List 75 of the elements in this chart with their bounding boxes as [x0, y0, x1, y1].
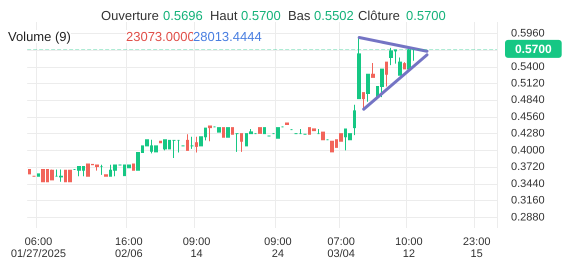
- y-tick-label: 0.2880: [511, 211, 545, 224]
- annotation: 0.5502: [314, 8, 354, 23]
- candlestick: [235, 133, 239, 152]
- y-tick-label: 0.4560: [511, 110, 545, 123]
- candlestick: [37, 173, 40, 177]
- candlestick: [353, 104, 356, 136]
- candlestick: [312, 128, 316, 132]
- y-tick-label: 0.5960: [511, 27, 545, 40]
- x-tick-label: 23:00 15: [462, 236, 490, 260]
- candlestick: [366, 74, 370, 102]
- x-tick-label: 10:00 12: [395, 236, 423, 260]
- y-tick-label: 0.5120: [511, 78, 545, 90]
- candlestick: [385, 62, 388, 87]
- y-tick-label: 0.5400: [511, 60, 545, 73]
- y-tick-label: 0.4280: [511, 128, 545, 140]
- candlestick: [389, 47, 393, 66]
- annotation: Ouverture: [101, 8, 159, 23]
- candlestick: [362, 92, 365, 110]
- candlestick: [263, 127, 266, 134]
- candlestick: [412, 48, 415, 62]
- candlestick: [208, 126, 212, 142]
- annotation: 0.5700: [241, 8, 281, 23]
- annotation: 0.5700: [406, 8, 446, 23]
- y-tick-label: 0.3440: [511, 178, 545, 190]
- candlestick: [380, 68, 384, 98]
- x-tick-label: 06:00 01/27/2025: [10, 236, 66, 260]
- candlestick: [86, 164, 90, 177]
- candlestick: [50, 169, 54, 180]
- candlestick: [226, 127, 230, 138]
- candlestick: [104, 174, 108, 177]
- candlestick: [403, 62, 406, 70]
- candlestick: [100, 164, 103, 176]
- y-tick-label: 0.3160: [511, 194, 545, 207]
- candlestick: [190, 136, 194, 150]
- candlestick: [77, 166, 81, 177]
- candlestick: [41, 169, 45, 182]
- candlestick: [195, 136, 198, 154]
- annotation: 0.5696: [163, 8, 203, 23]
- x-tick-label: 16:00 02/06: [115, 236, 143, 260]
- candlestick: [321, 132, 325, 140]
- candlestick: [217, 127, 221, 133]
- annotation: 28013.4444: [193, 29, 262, 44]
- candlestick: [231, 127, 234, 135]
- candlestick: [95, 164, 99, 172]
- candlestick: [132, 164, 135, 171]
- y-tick-label: 0.4840: [511, 94, 545, 106]
- candlestick: [276, 127, 280, 139]
- candlestick: [285, 122, 289, 126]
- candlestick: [172, 140, 176, 158]
- candlestick: [398, 57, 402, 76]
- candlestick: [330, 140, 334, 152]
- candlestick: [186, 134, 189, 151]
- candlestick: [258, 127, 262, 134]
- candlestick: [357, 37, 361, 100]
- x-tick-label: 07:00 03/04: [327, 236, 355, 260]
- candlestick: [222, 127, 225, 138]
- annotation: 23073.0000: [126, 29, 195, 44]
- annotation: Haut: [210, 8, 238, 23]
- candlestick: [28, 169, 31, 174]
- ref-line-label: 0.5700: [515, 42, 552, 56]
- annotation: Volume (9): [8, 29, 71, 44]
- candlestick: [163, 139, 167, 151]
- annotation: Clôture: [358, 8, 400, 23]
- candlestick: [159, 140, 162, 144]
- candlestick: [407, 48, 411, 70]
- candlestick: [240, 133, 243, 152]
- candlestick: [371, 62, 375, 78]
- candlestick: [177, 140, 180, 154]
- x-tick-label: 09:00 24: [264, 236, 292, 260]
- candlestick: [68, 170, 72, 182]
- y-tick-label: 0.4000: [511, 144, 545, 156]
- x-tick-label: 09:00 14: [182, 236, 210, 260]
- y-tick-label: 0.3720: [511, 161, 545, 174]
- candlestick: [59, 169, 63, 182]
- annotation: Bas: [288, 8, 311, 23]
